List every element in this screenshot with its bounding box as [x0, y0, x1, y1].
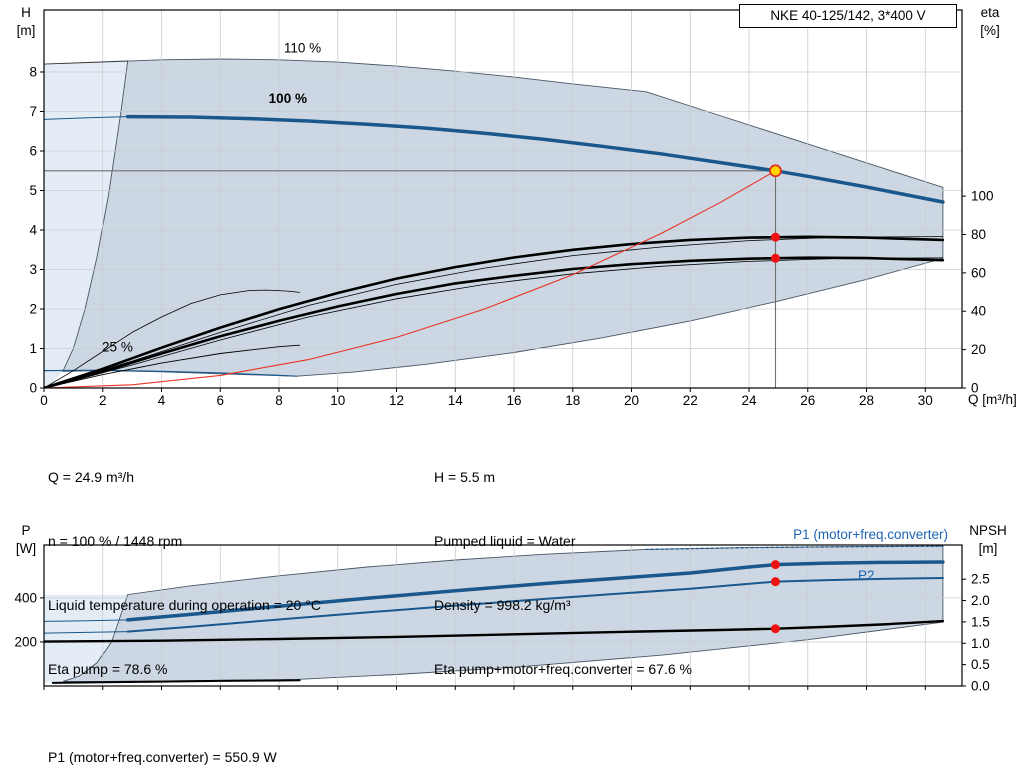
- eta-axis-title: eta [%]: [980, 5, 1000, 38]
- tick-label-right: 0.5: [971, 657, 990, 672]
- p1-point: [770, 560, 780, 570]
- result-block-bottom: P1 (motor+freq.converter) = 550.9 W P2 =…: [48, 704, 277, 781]
- plot-frame: [43, 544, 963, 687]
- tick-label-x: 22: [683, 393, 698, 408]
- tick-label-left: 3: [29, 262, 37, 277]
- curve-label: 110 %: [284, 40, 321, 55]
- tick-label-left: 5: [29, 183, 37, 198]
- tick-label-left: 7: [29, 104, 37, 119]
- tick-label-left: 6: [29, 144, 37, 159]
- hq-chart: 0 2 4 6 8 10 12 14 16 18 20 22 24 26 28 300123456780204…: [29, 9, 994, 408]
- tick-label-x: 24: [742, 393, 758, 408]
- result-line: Pumped liquid = Water: [434, 533, 576, 550]
- tick-label-right: 20: [971, 342, 986, 357]
- tick-label-right: 1.5: [971, 614, 990, 629]
- pump-title-box: NKE 40-125/142, 3*400 V: [739, 4, 957, 28]
- operating-range-area: [62, 58, 944, 377]
- tick-label-x: 0: [40, 393, 48, 408]
- tick-label-right: 40: [971, 304, 986, 319]
- curve-100pct-leadin: [44, 116, 129, 120]
- tick-label-left: 8: [29, 65, 37, 80]
- tick-label-left: 4: [29, 223, 37, 238]
- tick-label-left: 1: [29, 341, 37, 356]
- tick-label-right: 1.0: [971, 636, 990, 651]
- result-line: Q = 24.9 m³/h: [48, 468, 134, 485]
- tick-label-left: 0: [29, 381, 37, 396]
- tick-label-right: 80: [971, 227, 986, 242]
- tick-label-x: 26: [800, 393, 815, 408]
- tick-label-left: 200: [14, 634, 37, 649]
- result-block-left: Q = 24.9 m³/h n = 100 % / 1448 rpm Liqui…: [48, 424, 321, 724]
- p2-point: [770, 577, 780, 587]
- p1-leadin: [44, 619, 129, 622]
- p1-curve-label: P1 (motor+freq.converter): [793, 527, 948, 542]
- tick-label-right: 2.0: [971, 593, 990, 608]
- curve-100pct: [125, 114, 945, 204]
- tick-label-right: 0.0: [971, 679, 990, 694]
- npsh-axis-title: NPSH [m]: [969, 523, 1007, 556]
- power-sliver-area: [44, 594, 128, 683]
- tick-label-x: 8: [275, 393, 283, 408]
- eta-25pct-total: [44, 344, 301, 388]
- tick-label-x: 18: [565, 393, 580, 408]
- npsh-curve: [44, 619, 945, 643]
- result-line: Density = 998.2 kg/m³: [434, 597, 571, 614]
- tick-label-x: 12: [389, 393, 404, 408]
- tick-label-x: 14: [448, 393, 464, 408]
- tick-label-right: 2.5: [971, 572, 990, 587]
- tick-label-x: 28: [859, 393, 874, 408]
- power-25pct: [51, 679, 301, 684]
- result-line: Liquid temperature during operation = 20…: [48, 597, 321, 614]
- tick-label-right: 60: [971, 265, 986, 280]
- result-line: P1 (motor+freq.converter) = 550.9 W: [48, 748, 277, 765]
- q-axis-title: Q [m³/h]: [968, 392, 1017, 407]
- tick-label-x: 4: [158, 393, 166, 408]
- p2-curve: [126, 577, 944, 633]
- system-curve-red: [44, 170, 777, 388]
- eta-total-point: [770, 253, 780, 263]
- curve-label: 25 %: [102, 340, 133, 355]
- p1-curve: [125, 560, 945, 622]
- tick-label-x: 30: [918, 393, 933, 408]
- curve-25pct: [44, 369, 298, 377]
- tick-label-right: 0: [971, 381, 979, 396]
- tick-label-x: 10: [330, 393, 345, 408]
- eta-pump-point: [770, 232, 780, 242]
- pump-title: NKE 40-125/142, 3*400 V: [770, 8, 926, 23]
- p1-110pct-dashed: [645, 545, 944, 551]
- tick-label-left: 400: [14, 590, 37, 605]
- p-axis-title: P [W]: [15, 523, 37, 556]
- curve-label: 100 %: [269, 91, 307, 106]
- tick-label-right: 100: [971, 189, 994, 204]
- result-line: H = 5.5 m: [434, 468, 496, 485]
- plot-frame: [43, 9, 963, 389]
- curve-110pct-leadin: [44, 60, 129, 65]
- result-line: Eta pump+motor+freq.converter = 67.6 %: [434, 661, 692, 678]
- result-line: n = 100 % / 1448 rpm: [48, 533, 183, 550]
- tick-label-x: 6: [216, 393, 224, 408]
- tick-label-left: 2: [29, 302, 37, 317]
- tick-label-x: 16: [507, 393, 522, 408]
- result-block-right: H = 5.5 m Pumped liquid = Water Density …: [434, 424, 692, 724]
- h-axis-title: H [m]: [16, 5, 36, 38]
- result-line: Eta pump = 78.6 %: [48, 661, 168, 678]
- npsh-point: [770, 624, 780, 634]
- tick-label-x: 2: [99, 393, 107, 408]
- eta-25pct-hump: [44, 289, 301, 388]
- tick-label-x: 20: [624, 393, 639, 408]
- p2-leadin: [44, 631, 129, 634]
- power-npsh-chart: 200 400 0.0 0.5 1.0 1.5 2.0 2.5: [14, 544, 990, 694]
- speed-envelope-area: [44, 61, 128, 386]
- p2-curve-label: P2: [858, 568, 875, 583]
- duty-point: [769, 164, 782, 178]
